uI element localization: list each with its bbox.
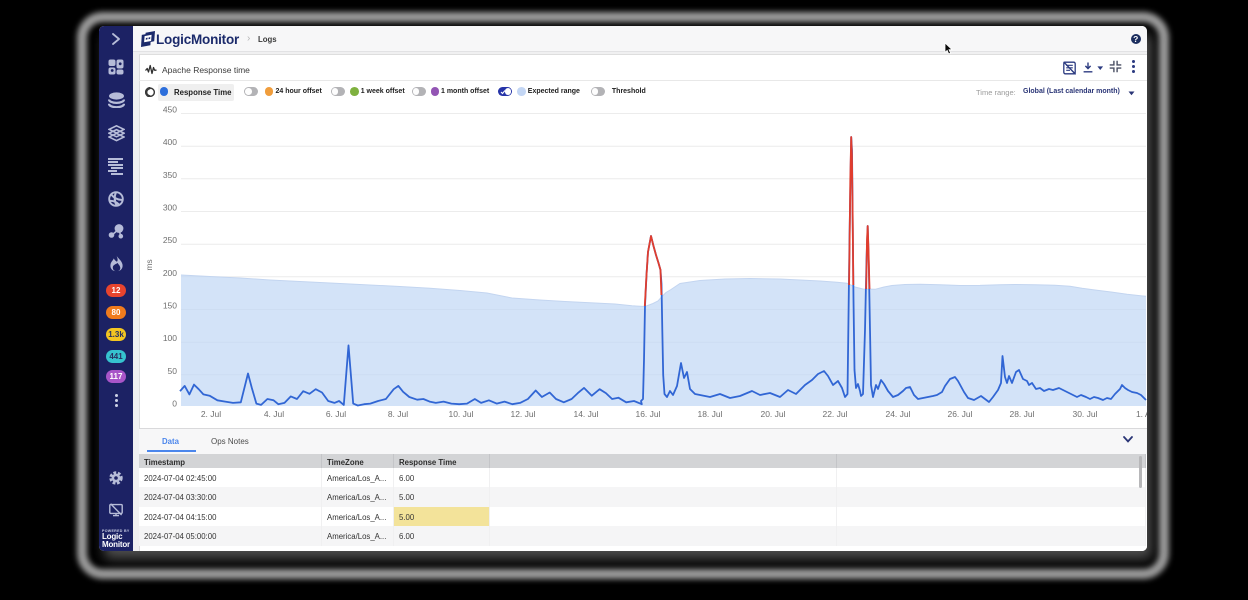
svg-text:2. Jul: 2. Jul	[201, 409, 221, 419]
svg-text:8. Jul: 8. Jul	[388, 409, 408, 419]
svg-text:50: 50	[168, 366, 178, 376]
svg-text:10. Jul: 10. Jul	[448, 409, 473, 419]
svg-text:250: 250	[163, 235, 177, 245]
svg-text:4. Jul: 4. Jul	[264, 409, 284, 419]
svg-text:28. Jul: 28. Jul	[1009, 409, 1034, 419]
svg-text:22. Jul: 22. Jul	[822, 409, 847, 419]
svg-text:16. Jul: 16. Jul	[635, 409, 660, 419]
svg-text:6. Jul: 6. Jul	[326, 409, 346, 419]
svg-text:14. Jul: 14. Jul	[573, 409, 598, 419]
svg-text:350: 350	[163, 170, 177, 180]
svg-text:ms: ms	[144, 259, 154, 270]
svg-text:24. Jul: 24. Jul	[885, 409, 910, 419]
svg-text:30. Jul: 30. Jul	[1072, 409, 1097, 419]
svg-text:150: 150	[163, 301, 177, 311]
svg-text:400: 400	[163, 137, 177, 147]
svg-text:18. Jul: 18. Jul	[697, 409, 722, 419]
svg-text:1. Aug: 1. Aug	[1136, 409, 1147, 419]
svg-text:100: 100	[163, 333, 177, 343]
svg-text:20. Jul: 20. Jul	[760, 409, 785, 419]
svg-text:450: 450	[163, 105, 177, 115]
svg-text:200: 200	[163, 268, 177, 278]
svg-text:26. Jul: 26. Jul	[947, 409, 972, 419]
svg-text:300: 300	[163, 203, 177, 213]
svg-text:12. Jul: 12. Jul	[510, 409, 535, 419]
svg-text:0: 0	[172, 399, 177, 409]
